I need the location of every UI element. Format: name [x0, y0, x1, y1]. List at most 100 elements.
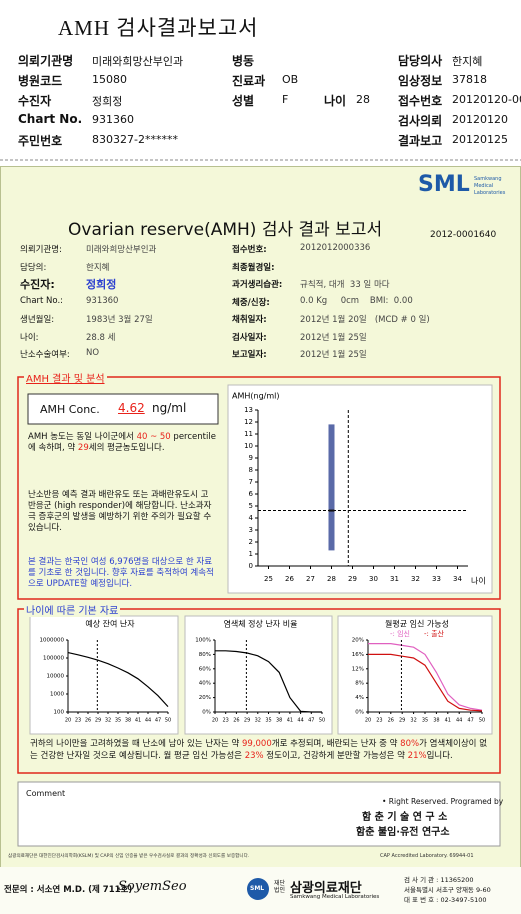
range-bar	[328, 424, 335, 551]
y-tick-label: 100	[54, 710, 65, 716]
logo-sub: Medical	[474, 183, 494, 189]
credit: 함춘 불임·유전 연구소	[356, 827, 450, 838]
highlight: 80%	[400, 739, 420, 749]
y-tick-label: 10000	[47, 674, 65, 680]
x-tick-label: 47	[467, 718, 473, 724]
address: 검 사 기 관 : 11365200	[404, 876, 474, 884]
y-axis-label: AMH(ng/ml)	[232, 392, 280, 401]
field-value: 28	[356, 93, 370, 106]
text: 가 염색체이상이 없는 건강한 난자일 것으로 예상됩니다. 월 평균 임신 가…	[30, 739, 488, 761]
info-label: 검사일자:	[232, 332, 267, 343]
y-tick-label: 1	[249, 550, 253, 558]
x-axis-label: 나이	[471, 576, 486, 586]
info-label: 난소수술여부:	[20, 350, 70, 360]
x-tick-label: 38	[276, 718, 282, 724]
field-label: 병원코드	[18, 74, 63, 88]
x-tick-label: 30	[369, 575, 378, 583]
comment-box	[17, 781, 501, 847]
y-tick-label: 11	[244, 430, 253, 438]
x-tick-label: 20	[65, 718, 71, 724]
conc-box	[27, 393, 219, 425]
info-value: NO	[86, 348, 100, 358]
section-title: 나이에 따른 기본 자료	[24, 602, 121, 617]
info-value: 2012년 1월 25일	[300, 332, 367, 343]
field-value: 15080	[92, 73, 127, 86]
field-value: F	[282, 93, 289, 106]
data-line	[67, 652, 169, 708]
analysis-text: 난소반응 예측 결과 배란유도 또는 과배란유도시 고반응군 (high res…	[28, 490, 212, 533]
y-tick-label: 12	[244, 418, 253, 426]
x-tick-label: 33	[432, 575, 441, 583]
field-label: 담당의사	[398, 54, 443, 68]
data-line	[368, 653, 483, 712]
x-tick-label: 44	[145, 718, 151, 724]
credit: • Right Reserved. Programed by	[382, 797, 504, 806]
y-tick-label: 4%	[355, 695, 364, 701]
text: percentile에 속하며, 약	[28, 432, 216, 453]
field-value: 한지혜	[452, 55, 483, 68]
info-label: 생년월일:	[20, 315, 55, 325]
x-tick-label: 20	[365, 718, 371, 724]
chart-title: 염색체 정상 난자 비율	[224, 619, 298, 629]
x-tick-label: 35	[422, 718, 428, 724]
conc-value: 4.62	[118, 401, 145, 415]
footer-logo: SML	[250, 885, 265, 892]
y-tick-label: 9	[249, 454, 253, 462]
y-tick-label: 100000	[43, 656, 64, 662]
info-value: 931360	[86, 295, 119, 306]
y-tick-label: 80%	[199, 652, 211, 658]
x-tick-label: 32	[105, 718, 111, 724]
info-value: 2012년 1월 25일	[300, 350, 367, 360]
x-tick-label: 47	[308, 718, 314, 724]
x-tick-label: 31	[390, 575, 399, 583]
doctor: 전문의 : 서소연 M.D. (제 711호)	[4, 885, 133, 895]
field-value: 미래와희망산부인과	[92, 55, 184, 68]
info-label: 담당의:	[20, 262, 47, 273]
credit: 함 춘 기 술 연 구 소	[362, 812, 448, 823]
y-tick-label: 7	[249, 478, 253, 486]
foundation-tag: 재단법인	[274, 880, 286, 894]
x-tick-label: 44	[456, 718, 462, 724]
y-tick-label: 0%	[202, 710, 211, 716]
x-tick-label: 32	[411, 575, 420, 583]
info-label: 체중/신장:	[232, 297, 270, 308]
x-tick-label: 50	[165, 718, 171, 724]
x-tick-label: 28	[327, 575, 336, 583]
x-tick-label: 26	[85, 718, 91, 724]
x-tick-label: 47	[155, 718, 161, 724]
y-tick-label: 0%	[355, 710, 364, 716]
x-tick-label: 41	[135, 718, 141, 724]
info-label: 의뢰기관명:	[20, 245, 62, 255]
section-title: AMH 결과 및 분석	[24, 370, 107, 385]
info-label: 채취일자:	[232, 315, 267, 325]
y-tick-label: 3	[249, 526, 253, 534]
chart-panel	[337, 615, 493, 735]
info-label: 최종월경일:	[232, 262, 275, 273]
report-title: Ovarian reserve(AMH) 검사 결과 보고서	[68, 220, 383, 240]
amh-section	[17, 376, 501, 600]
x-tick-label: 26	[388, 718, 394, 724]
field-label: 접수번호	[398, 94, 443, 108]
x-tick-label: 29	[95, 718, 101, 724]
basic-section	[17, 608, 501, 774]
chart-title: 월평균 임신 가능성	[385, 619, 449, 629]
info-label: 과거생리습관:	[232, 280, 283, 290]
text: AMH 농도는 동일 나이군에서	[28, 432, 137, 442]
y-tick-label: 1000	[50, 692, 64, 698]
y-tick-label: 8%	[355, 681, 364, 687]
y-tick-label: 40%	[199, 681, 211, 687]
x-tick-label: 35	[265, 718, 271, 724]
analysis-note: 본 결과는 한국인 여성 6,976명을 대상으로 한 자료를 기초로 한 것입…	[28, 557, 214, 589]
y-tick-label: 13	[244, 406, 253, 414]
x-tick-label: 38	[433, 718, 439, 724]
logo: SML	[418, 172, 470, 197]
x-tick-label: 34	[453, 575, 462, 583]
x-tick-label: 35	[115, 718, 121, 724]
x-tick-label: 27	[306, 575, 315, 583]
text: 개로 추정되며, 배란되는 난자 중 약	[271, 739, 401, 749]
title: AMH 검사결과보고서	[58, 16, 259, 40]
legend-entry: -: 출산	[424, 629, 445, 638]
y-tick-label: 1000000	[40, 638, 65, 644]
